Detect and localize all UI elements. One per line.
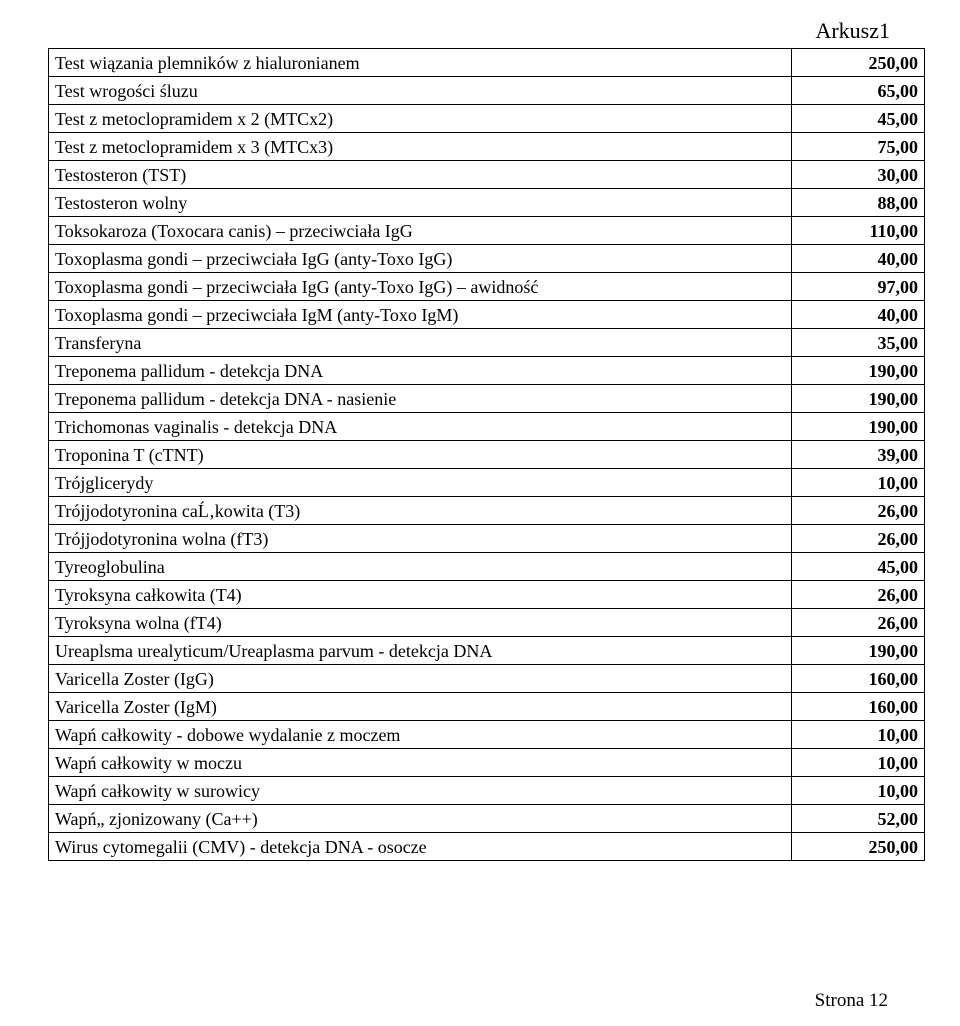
table-row: Troponina T (cTNT)39,00 — [49, 441, 925, 469]
test-price-cell: 190,00 — [792, 357, 925, 385]
price-table: Test wiązania plemników z hialuronianem2… — [48, 48, 925, 861]
test-price-cell: 250,00 — [792, 49, 925, 77]
test-name-cell: Test z metoclopramidem x 3 (MTCx3) — [49, 133, 792, 161]
table-row: Toxoplasma gondi – przeciwciała IgG (ant… — [49, 245, 925, 273]
page-footer: Strona 12 — [815, 990, 888, 1012]
table-row: Tyroksyna całkowita (T4)26,00 — [49, 581, 925, 609]
test-price-cell: 160,00 — [792, 665, 925, 693]
table-row: Trichomonas vaginalis - detekcja DNA190,… — [49, 413, 925, 441]
table-row: Test wiązania plemników z hialuronianem2… — [49, 49, 925, 77]
test-name-cell: Trójglicerydy — [49, 469, 792, 497]
test-name-cell: Trójjodotyronina wolna (fT3) — [49, 525, 792, 553]
table-row: Test z metoclopramidem x 2 (MTCx2)45,00 — [49, 105, 925, 133]
test-name-cell: Toxoplasma gondi – przeciwciała IgG (ant… — [49, 273, 792, 301]
test-name-cell: Wapń„ zjonizowany (Ca++) — [49, 805, 792, 833]
test-price-cell: 10,00 — [792, 749, 925, 777]
test-name-cell: Treponema pallidum - detekcja DNA - nasi… — [49, 385, 792, 413]
test-price-cell: 26,00 — [792, 581, 925, 609]
sheet-label: Arkusz1 — [48, 18, 890, 44]
test-name-cell: Treponema pallidum - detekcja DNA — [49, 357, 792, 385]
test-price-cell: 26,00 — [792, 497, 925, 525]
table-row: Varicella Zoster (IgG)160,00 — [49, 665, 925, 693]
test-price-cell: 35,00 — [792, 329, 925, 357]
test-name-cell: Trójjodotyronina caĹ‚kowita (T3) — [49, 497, 792, 525]
table-row: Transferyna35,00 — [49, 329, 925, 357]
table-row: Treponema pallidum - detekcja DNA190,00 — [49, 357, 925, 385]
test-name-cell: Ureaplsma urealyticum/Ureaplasma parvum … — [49, 637, 792, 665]
test-name-cell: Trichomonas vaginalis - detekcja DNA — [49, 413, 792, 441]
table-row: Wapń całkowity - dobowe wydalanie z mocz… — [49, 721, 925, 749]
test-price-cell: 39,00 — [792, 441, 925, 469]
test-price-cell: 26,00 — [792, 609, 925, 637]
test-price-cell: 75,00 — [792, 133, 925, 161]
test-price-cell: 190,00 — [792, 385, 925, 413]
test-name-cell: Troponina T (cTNT) — [49, 441, 792, 469]
test-price-cell: 250,00 — [792, 833, 925, 861]
test-price-cell: 10,00 — [792, 721, 925, 749]
test-name-cell: Transferyna — [49, 329, 792, 357]
test-name-cell: Test z metoclopramidem x 2 (MTCx2) — [49, 105, 792, 133]
test-price-cell: 45,00 — [792, 105, 925, 133]
test-price-cell: 190,00 — [792, 637, 925, 665]
test-name-cell: Toxoplasma gondi – przeciwciała IgG (ant… — [49, 245, 792, 273]
test-price-cell: 65,00 — [792, 77, 925, 105]
table-row: Treponema pallidum - detekcja DNA - nasi… — [49, 385, 925, 413]
test-name-cell: Tyroksyna wolna (fT4) — [49, 609, 792, 637]
table-row: Tyroksyna wolna (fT4)26,00 — [49, 609, 925, 637]
test-name-cell: Toksokaroza (Toxocara canis) – przeciwci… — [49, 217, 792, 245]
test-name-cell: Test wiązania plemników z hialuronianem — [49, 49, 792, 77]
table-row: Trójjodotyronina wolna (fT3)26,00 — [49, 525, 925, 553]
test-price-cell: 30,00 — [792, 161, 925, 189]
test-price-cell: 52,00 — [792, 805, 925, 833]
test-name-cell: Toxoplasma gondi – przeciwciała IgM (ant… — [49, 301, 792, 329]
test-price-cell: 40,00 — [792, 301, 925, 329]
table-row: Wapń„ zjonizowany (Ca++)52,00 — [49, 805, 925, 833]
test-name-cell: Testosteron (TST) — [49, 161, 792, 189]
test-name-cell: Testosteron wolny — [49, 189, 792, 217]
test-price-cell: 45,00 — [792, 553, 925, 581]
table-row: Trójjodotyronina caĹ‚kowita (T3)26,00 — [49, 497, 925, 525]
test-price-cell: 160,00 — [792, 693, 925, 721]
test-price-cell: 10,00 — [792, 777, 925, 805]
table-row: Test z metoclopramidem x 3 (MTCx3)75,00 — [49, 133, 925, 161]
test-name-cell: Wapń całkowity w surowicy — [49, 777, 792, 805]
test-price-cell: 110,00 — [792, 217, 925, 245]
table-row: Trójglicerydy10,00 — [49, 469, 925, 497]
test-price-cell: 40,00 — [792, 245, 925, 273]
test-name-cell: Test wrogości śluzu — [49, 77, 792, 105]
test-price-cell: 10,00 — [792, 469, 925, 497]
test-name-cell: Wapń całkowity - dobowe wydalanie z mocz… — [49, 721, 792, 749]
table-row: Ureaplsma urealyticum/Ureaplasma parvum … — [49, 637, 925, 665]
table-row: Toxoplasma gondi – przeciwciała IgM (ant… — [49, 301, 925, 329]
test-price-cell: 190,00 — [792, 413, 925, 441]
test-price-cell: 26,00 — [792, 525, 925, 553]
test-name-cell: Wirus cytomegalii (CMV) - detekcja DNA -… — [49, 833, 792, 861]
table-row: Varicella Zoster (IgM)160,00 — [49, 693, 925, 721]
test-name-cell: Tyroksyna całkowita (T4) — [49, 581, 792, 609]
table-row: Wapń całkowity w moczu10,00 — [49, 749, 925, 777]
test-name-cell: Tyreoglobulina — [49, 553, 792, 581]
test-price-cell: 88,00 — [792, 189, 925, 217]
test-price-cell: 97,00 — [792, 273, 925, 301]
table-row: Wapń całkowity w surowicy10,00 — [49, 777, 925, 805]
table-row: Wirus cytomegalii (CMV) - detekcja DNA -… — [49, 833, 925, 861]
table-row: Testosteron (TST)30,00 — [49, 161, 925, 189]
test-name-cell: Wapń całkowity w moczu — [49, 749, 792, 777]
table-row: Testosteron wolny88,00 — [49, 189, 925, 217]
test-name-cell: Varicella Zoster (IgM) — [49, 693, 792, 721]
table-row: Toxoplasma gondi – przeciwciała IgG (ant… — [49, 273, 925, 301]
test-name-cell: Varicella Zoster (IgG) — [49, 665, 792, 693]
table-row: Tyreoglobulina45,00 — [49, 553, 925, 581]
table-row: Toksokaroza (Toxocara canis) – przeciwci… — [49, 217, 925, 245]
table-row: Test wrogości śluzu65,00 — [49, 77, 925, 105]
